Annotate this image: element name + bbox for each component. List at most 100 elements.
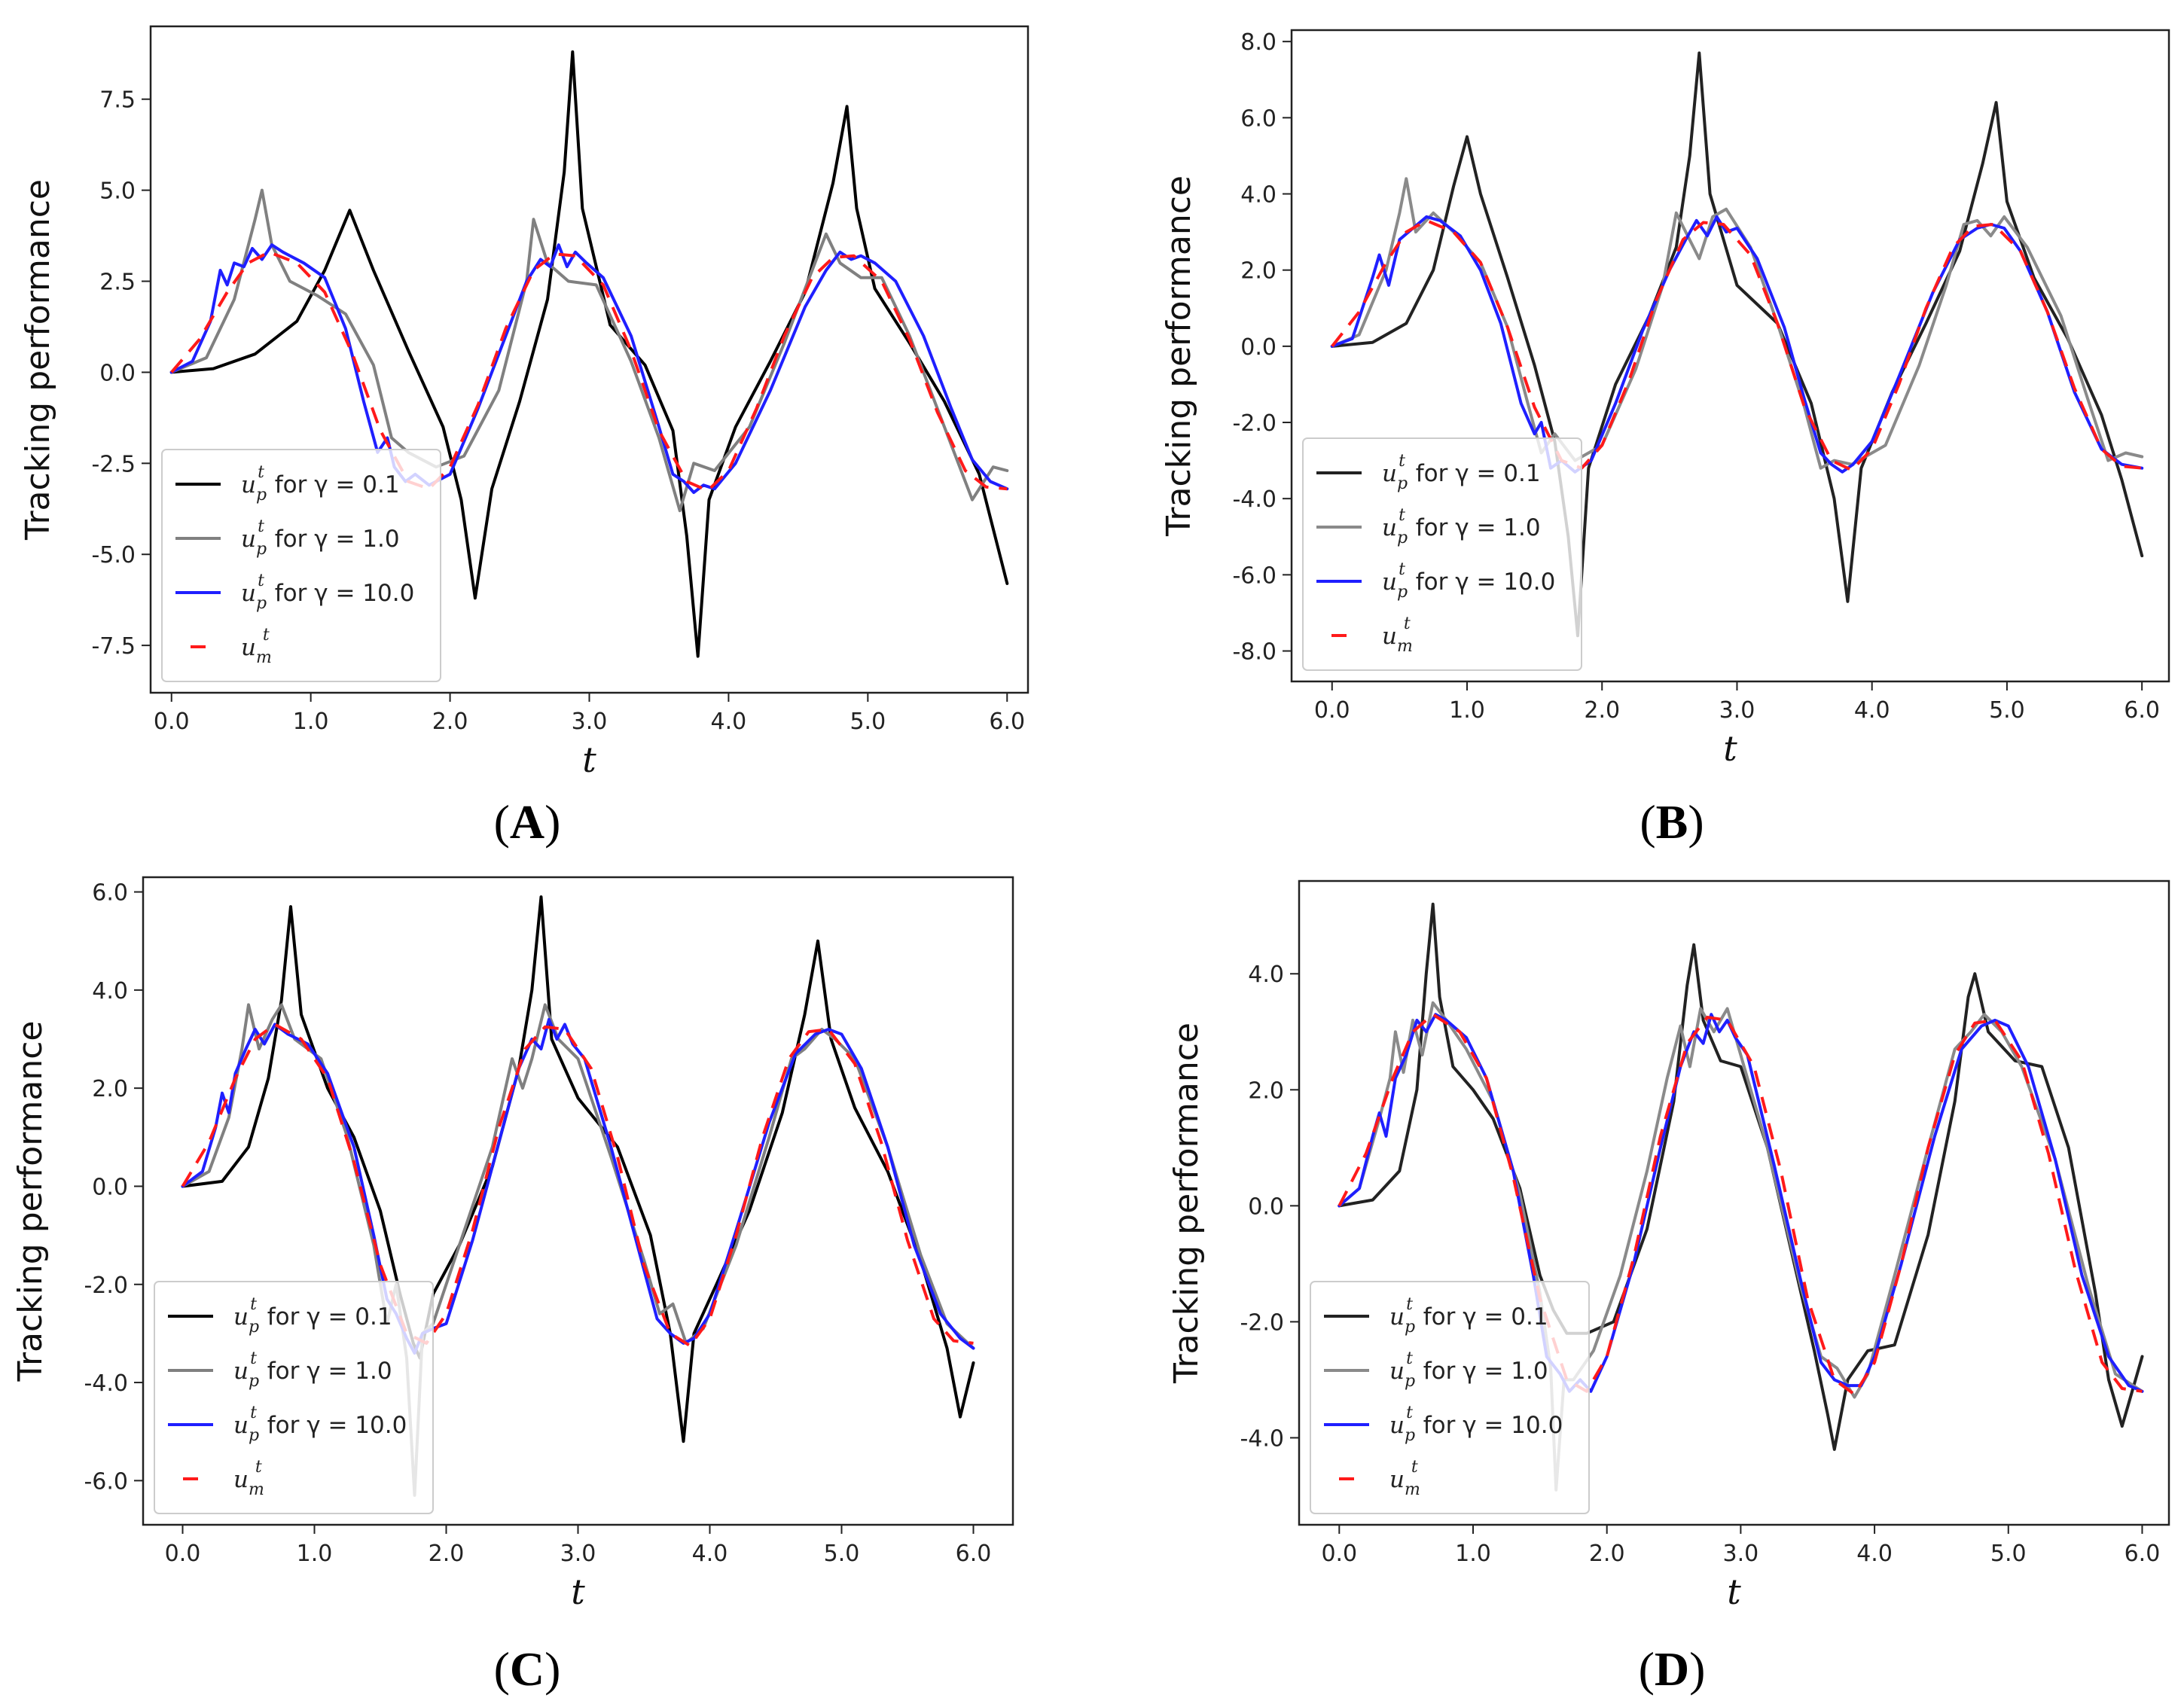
y-tick-label: 4.0 [1248,962,1284,988]
x-tick-label: 5.0 [824,1541,860,1567]
x-tick-label: 3.0 [1723,1541,1759,1567]
legend-label: umt [1382,614,1413,656]
legend-label: upt for γ = 10.0 [1389,1404,1563,1445]
y-axis-title: Tracking performance [1160,175,1198,537]
y-tick-label: -2.0 [1232,410,1277,437]
series-line-4 [1331,218,2143,472]
series-line-2 [169,188,1009,513]
series-line-1 [1338,902,2144,1451]
x-tick-label: 6.0 [2125,1541,2161,1567]
x-tick-label: 4.0 [711,709,747,735]
y-tick-label: -7.5 [91,633,136,660]
y-tick-label: -4.0 [84,1370,128,1397]
chart-panel-b: 0.0 1.0 2.0 3.0 4.0 5.0 6.0 -8.0 -6.0 -4.0 -2.0 0.0… [1160,29,2170,769]
y-tick-label: 2.5 [99,270,136,296]
legend: upt for γ = 0.1 upt for γ = 1.0 upt for γ … [161,449,441,682]
x-tick-label: 4.0 [692,1541,728,1567]
y-tick-label: -4.0 [1232,486,1277,513]
series-line-4 [1338,1013,2143,1396]
x-tick-label: 2.0 [429,1541,465,1567]
x-tick-label: 1.0 [297,1541,333,1567]
y-tick-label: 0.0 [99,360,136,386]
series-line-3 [1338,1013,2144,1393]
series-line-1 [181,895,975,1443]
legend-label: umt [1389,1458,1420,1499]
y-axis-title: Tracking performance [11,1021,50,1382]
x-tick-label: 0.0 [1314,697,1350,724]
y-tick-label: 4.0 [92,978,128,1004]
y-tick-label: 2.0 [1240,258,1277,285]
series-line-3 [181,1017,975,1355]
legend-label: upt for γ = 1.0 [233,1349,392,1391]
legend-label: upt for γ = 0.1 [1389,1295,1548,1337]
x-tick-label: 1.0 [1449,697,1485,724]
x-tick-label: 5.0 [1990,1541,2027,1567]
y-tick-label: -2.5 [91,451,136,477]
y-axis-title: Tracking performance [1167,1023,1206,1384]
y-tick-label: 8.0 [1240,29,1277,56]
panel-caption-c: (C) [493,1642,561,1696]
panel-caption-b: (B) [1640,795,1704,849]
legend-label: upt for γ = 1.0 [241,517,400,559]
chart-panel-c: 0.0 1.0 2.0 3.0 4.0 5.0 6.0 -6.0 -4.0 -2.0 0.0 2.0 4… [11,876,1014,1612]
y-tick-label: 6.0 [92,880,128,907]
legend-label: upt for γ = 10.0 [1382,560,1555,602]
series-line-1 [1330,51,2144,638]
x-tick-label: 2.0 [432,709,468,735]
legend-label: upt for γ = 10.0 [241,572,414,613]
legend-box [1310,1281,1590,1514]
series-line-4 [170,250,1008,492]
y-tick-label: 4.0 [1240,182,1277,209]
y-tick-label: 2.0 [1248,1078,1284,1104]
panel-caption-d: (D) [1638,1642,1706,1696]
x-tick-label: 4.0 [1856,1541,1893,1567]
x-tick-label: 3.0 [560,1541,596,1567]
legend: upt for γ = 0.1 upt for γ = 1.0 upt for γ … [154,1281,434,1514]
x-tick-label: 0.0 [154,709,190,735]
y-tick-label: 2.0 [92,1076,128,1102]
legend-box [161,449,441,682]
legend-label: upt for γ = 0.1 [1382,452,1541,493]
x-tick-label: 5.0 [1989,697,2025,724]
x-tick-label: 6.0 [2124,697,2160,724]
x-axis-title: t [1723,728,1737,769]
x-tick-label: 1.0 [1455,1541,1491,1567]
x-tick-label: 5.0 [850,709,886,735]
y-tick-label: -2.0 [84,1273,128,1299]
x-axis-title: t [571,1571,585,1612]
y-tick-label: 0.0 [92,1174,128,1200]
legend-label: upt for γ = 1.0 [1382,506,1541,547]
y-tick-label: -8.0 [1232,639,1277,666]
legend-label: upt for γ = 0.1 [241,463,400,504]
series-line-2 [181,1003,975,1497]
x-axis-title: t [582,739,596,780]
y-tick-label: 6.0 [1240,105,1277,132]
x-tick-label: 0.0 [165,1541,201,1567]
series-line-3 [169,243,1009,494]
x-tick-label: 2.0 [1589,1541,1625,1567]
y-tick-label: 7.5 [99,87,136,114]
y-axis-title: Tracking performance [19,179,57,541]
x-tick-label: 2.0 [1584,697,1620,724]
y-tick-label: 0.0 [1248,1193,1284,1220]
legend-label: umt [241,626,272,667]
x-tick-label: 3.0 [1719,697,1755,724]
y-tick-label: -6.0 [1232,562,1277,589]
chart-panel-a: 0.0 1.0 2.0 3.0 4.0 5.0 6.0 -7.5 -5.0 -2.5 0.0 2.5 5… [19,25,1029,780]
legend-label: upt for γ = 0.1 [233,1295,392,1337]
legend-box [1302,437,1582,671]
legend-label: upt for γ = 10.0 [233,1404,407,1445]
legend: upt for γ = 0.1 upt for γ = 1.0 upt for γ … [1302,437,1582,671]
series-line-3 [1330,215,2144,474]
chart-panel-d: 0.0 1.0 2.0 3.0 4.0 5.0 6.0 -4.0 -2.0 0.0 2.0 4.0 t T… [1167,879,2170,1612]
x-tick-label: 6.0 [989,709,1025,735]
x-tick-label: 4.0 [1854,697,1890,724]
series-line-1 [169,50,1009,658]
x-tick-label: 0.0 [1321,1541,1357,1567]
x-axis-title: t [1727,1571,1741,1612]
y-tick-label: -6.0 [84,1468,128,1495]
legend-box [154,1281,434,1514]
x-tick-label: 1.0 [293,709,329,735]
panel-caption-a: (A) [493,795,561,849]
